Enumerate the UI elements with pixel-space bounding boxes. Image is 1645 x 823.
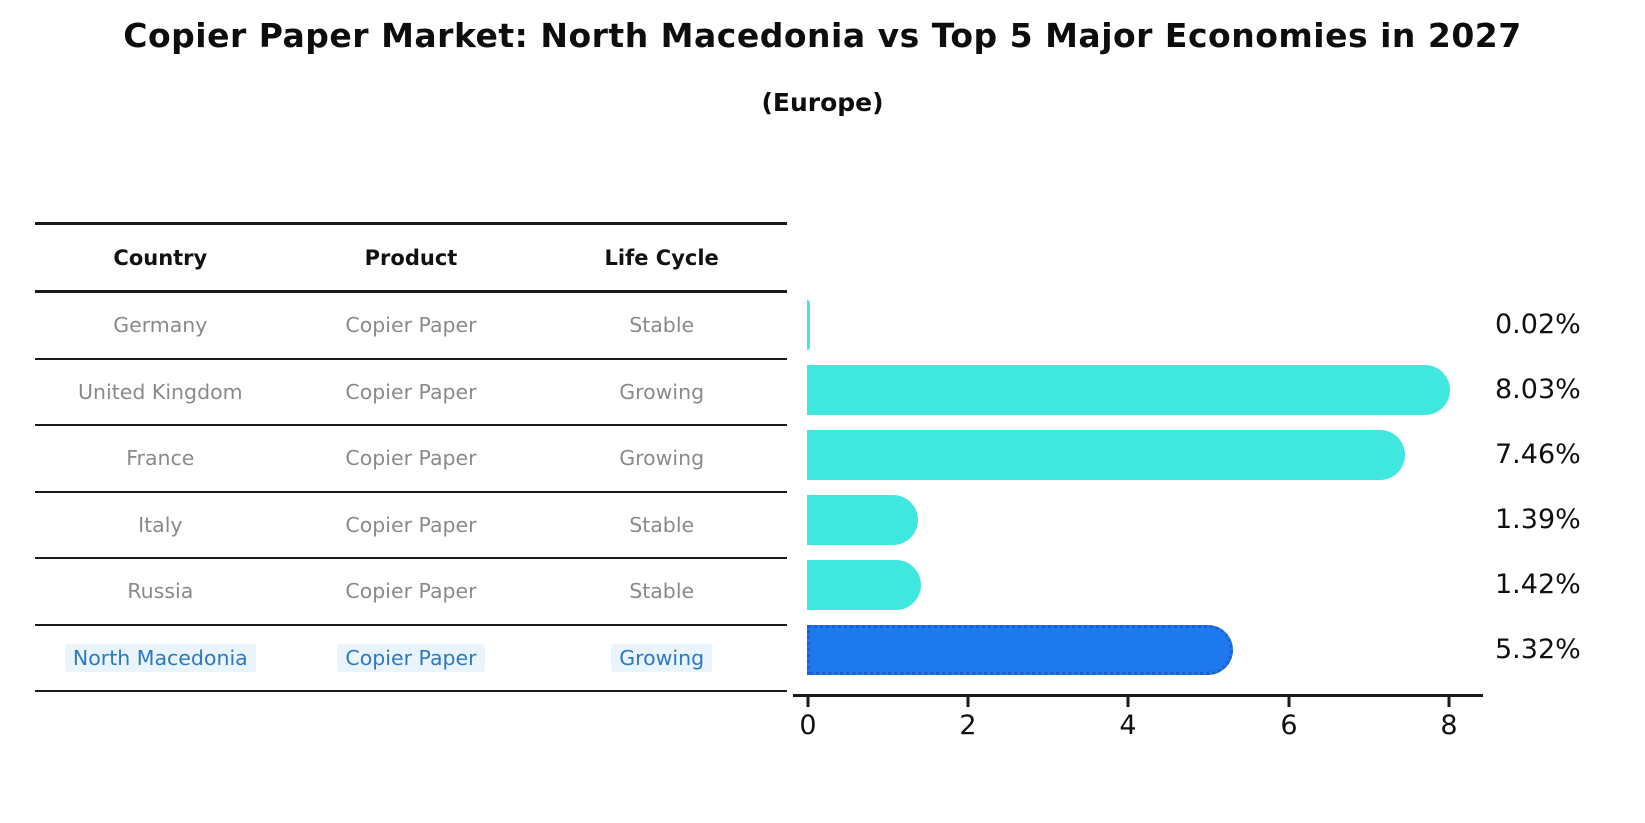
table-cell-life-cycle: Stable [629,313,695,338]
table-cell-product: Copier Paper [345,512,477,537]
table-cell-product: Copier Paper [345,446,477,471]
x-axis-tick-mark [1287,697,1291,707]
x-axis-tick-label: 0 [799,710,817,741]
table-header-country: Country [113,245,208,270]
table-cell-life-cycle: Growing [619,446,705,471]
table-header-row: Country Product Life Cycle [35,225,787,293]
x-axis-tick-mark [806,697,810,707]
table-cell-life-cycle: Growing [536,643,787,672]
x-axis-tick-mark [1447,697,1451,707]
x-axis-tick-label: 2 [959,710,977,741]
table-cell-life-cycle: Growing [619,379,705,404]
table-cell-product: Copier Paper [286,643,537,672]
table-header-life-cycle: Life Cycle [604,245,719,270]
table-row-italy: Italy Copier Paper Stable [35,493,787,559]
table-cell-product: Copier Paper [345,379,477,404]
table-cell-life-cycle: Stable [629,512,695,537]
table-row-north-macedonia: North Macedonia Copier Paper Growing [35,626,787,692]
bar-united-kingdom [807,365,1451,415]
bar-france [807,430,1405,480]
bar-italy [807,495,919,545]
table-cell-product: Copier Paper [345,313,477,338]
value-label-france: 7.46% [1495,439,1581,470]
x-axis-tick-label: 8 [1440,710,1458,741]
table-row-russia: Russia Copier Paper Stable [35,559,787,626]
value-label-russia: 1.42% [1495,569,1581,600]
value-label-united-kingdom: 8.03% [1495,374,1581,405]
table-cell-country: France [126,446,195,471]
bar-germany [807,300,810,350]
table-cell-country: United Kingdom [78,379,243,404]
table-cell-country: Russia [127,579,194,604]
value-label-italy: 1.39% [1495,504,1581,535]
table-cell-life-cycle: Stable [629,579,695,604]
bar-russia [807,560,921,610]
x-axis-tick-mark [966,697,970,707]
bar-north-macedonia [807,625,1234,675]
table-cell-country: North Macedonia [35,643,286,672]
table-cell-product: Copier Paper [345,579,477,604]
table-cell-country: Italy [138,512,183,537]
table-cell-country: Germany [113,313,208,338]
value-label-north-macedonia: 5.32% [1495,634,1581,665]
x-axis-tick-label: 4 [1119,710,1137,741]
table-row-france: France Copier Paper Growing [35,426,787,493]
value-label-germany: 0.02% [1495,309,1581,340]
table-row-germany: Germany Copier Paper Stable [35,293,787,360]
x-axis-line [793,694,1483,697]
country-table: Country Product Life Cycle Germany Copie… [35,222,787,692]
page-title: Copier Paper Market: North Macedonia vs … [123,16,1522,55]
page-subtitle: (Europe) [761,88,884,117]
table-header-product: Product [364,245,458,270]
x-axis-tick-mark [1126,697,1130,707]
table-row-united-kingdom: United Kingdom Copier Paper Growing [35,360,787,426]
x-axis-tick-label: 6 [1280,710,1298,741]
